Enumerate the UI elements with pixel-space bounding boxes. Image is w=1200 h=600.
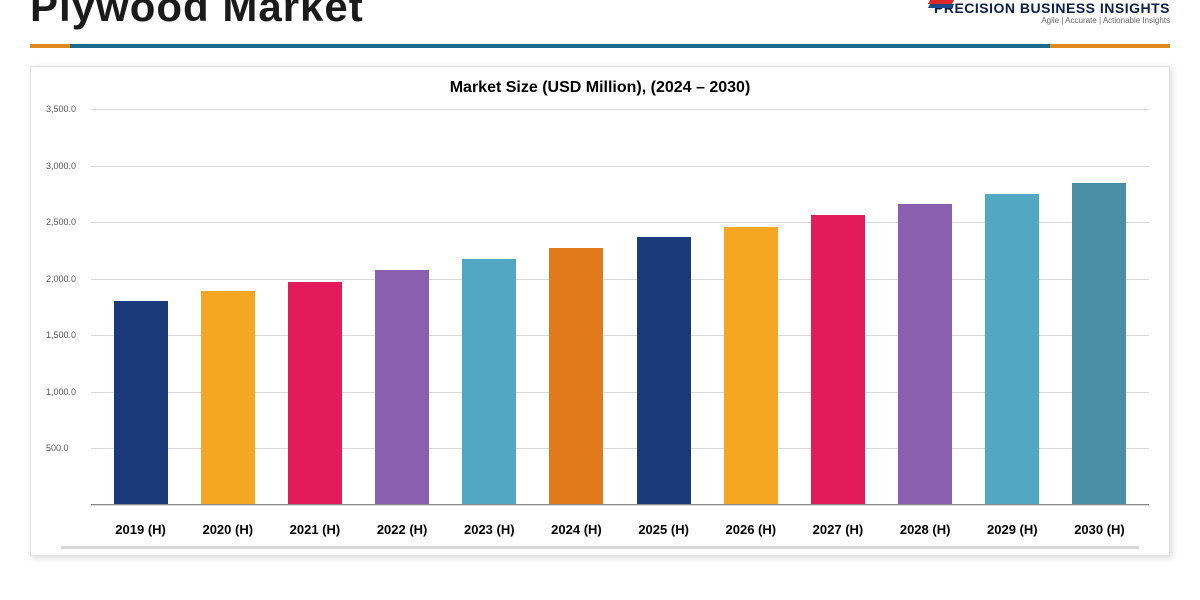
bar-slot	[707, 109, 794, 505]
y-tick-label: 2,000.0	[46, 274, 76, 284]
y-tick-label: 3,000.0	[46, 161, 76, 171]
bar	[985, 194, 1039, 505]
x-tick-label: 2025 (H)	[620, 522, 707, 537]
x-tick-label: 2029 (H)	[969, 522, 1056, 537]
y-tick-label: 1,500.0	[46, 330, 76, 340]
bar	[114, 301, 168, 505]
bar-slot	[533, 109, 620, 505]
x-tick-label: 2026 (H)	[707, 522, 794, 537]
y-tick-label: 1,000.0	[46, 387, 76, 397]
bar-slot	[97, 109, 184, 505]
x-tick-label: 2030 (H)	[1056, 522, 1143, 537]
x-tick-label: 2023 (H)	[446, 522, 533, 537]
x-tick-label: 2028 (H)	[882, 522, 969, 537]
bar	[549, 248, 603, 505]
logo: PRECISION BUSINESS INSIGHTS Agile | Accu…	[934, 0, 1170, 25]
panel-footer-line	[61, 546, 1139, 549]
x-tick-label: 2020 (H)	[184, 522, 271, 537]
logo-text: PRECISION BUSINESS INSIGHTS	[934, 0, 1170, 16]
x-tick-label: 2019 (H)	[97, 522, 184, 537]
bar-slot	[882, 109, 969, 505]
bar-slot	[794, 109, 881, 505]
page-title: Plywood Market	[30, 0, 364, 21]
bar-slot	[969, 109, 1056, 505]
divider-seg	[70, 44, 1050, 48]
logo-stripe	[928, 4, 954, 8]
chart-title: Market Size (USD Million), (2024 – 2030)	[51, 79, 1149, 97]
logo-icon	[899, 0, 929, 10]
x-axis: 2019 (H)2020 (H)2021 (H)2022 (H)2023 (H)…	[91, 522, 1149, 537]
bar	[724, 227, 778, 505]
bar-slot	[1056, 109, 1143, 505]
bar-slot	[359, 109, 446, 505]
divider-seg	[1050, 44, 1170, 48]
x-tick-label: 2021 (H)	[271, 522, 358, 537]
bar	[462, 259, 516, 505]
plot-area: 500.01,000.01,500.02,000.02,500.03,000.0…	[91, 109, 1149, 505]
gridline	[91, 505, 1149, 506]
header: Plywood Market PRECISION BUSINESS INSIGH…	[0, 0, 1200, 40]
x-axis-line	[91, 504, 1149, 505]
bar-slot	[620, 109, 707, 505]
bar	[1072, 183, 1126, 505]
header-divider	[30, 44, 1170, 48]
chart-panel: Market Size (USD Million), (2024 – 2030)…	[30, 66, 1170, 556]
bar	[375, 270, 429, 505]
bar	[898, 204, 952, 505]
bar	[288, 282, 342, 505]
bar-slot	[184, 109, 271, 505]
y-tick-label: 500.0	[46, 443, 69, 453]
bar	[811, 215, 865, 505]
y-tick-label: 3,500.0	[46, 104, 76, 114]
bar-slot	[446, 109, 533, 505]
x-tick-label: 2027 (H)	[794, 522, 881, 537]
y-tick-label: 2,500.0	[46, 217, 76, 227]
bar-slot	[271, 109, 358, 505]
bar	[637, 237, 691, 505]
bar	[201, 291, 255, 505]
divider-seg	[30, 44, 70, 48]
x-tick-label: 2022 (H)	[359, 522, 446, 537]
x-tick-label: 2024 (H)	[533, 522, 620, 537]
logo-tagline: Agile | Accurate | Actionable Insights	[934, 16, 1170, 25]
bars-container	[91, 109, 1149, 505]
